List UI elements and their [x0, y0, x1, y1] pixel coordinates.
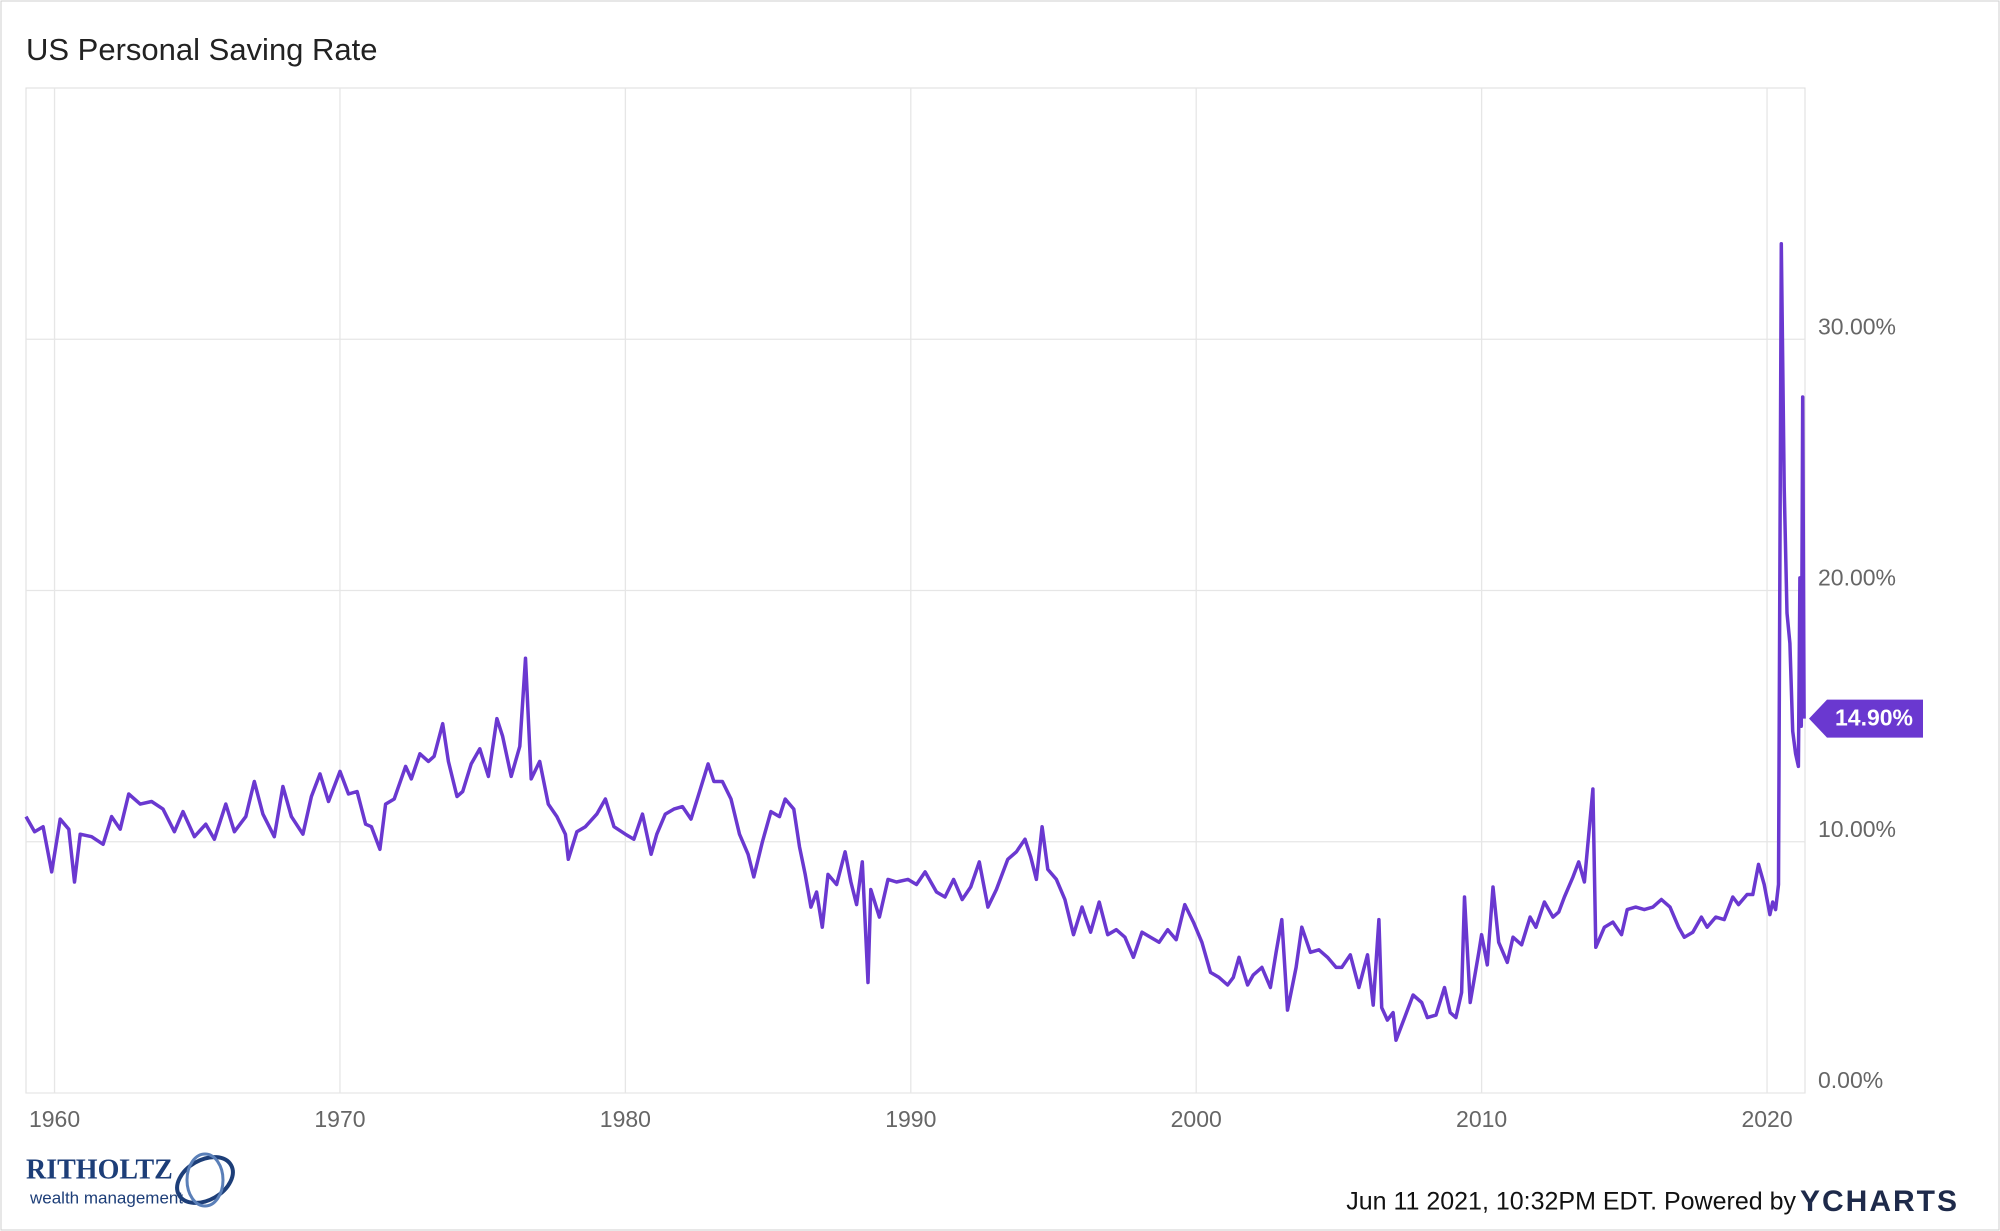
x-tick-label: 2000	[1171, 1106, 1222, 1132]
x-tick-label: 1990	[885, 1106, 936, 1132]
logo-icon	[185, 1152, 225, 1208]
x-tick-label: 1970	[314, 1106, 365, 1132]
logo-sub: wealth management	[29, 1188, 183, 1207]
logo	[175, 1152, 235, 1208]
x-tick-label: 2020	[1741, 1106, 1792, 1132]
last-value-label: 14.90%	[1835, 705, 1913, 731]
x-tick-label: 2010	[1456, 1106, 1507, 1132]
line	[24, 242, 1806, 1042]
y-tick-label: 0.00%	[1818, 1067, 1883, 1093]
timestamp: Jun 11 2021, 10:32PM EDT. Powered by	[1346, 1188, 1796, 1216]
chart-title: US Personal Saving Rate	[26, 32, 378, 67]
y-tick-label: 20.00%	[1818, 565, 1896, 591]
last-value-callout	[1809, 699, 1923, 738]
logo-name: RITHOLTZ	[26, 1154, 173, 1185]
y-tick-label: 10.00%	[1818, 816, 1896, 842]
x-tick-label: 1980	[600, 1106, 651, 1132]
y-tick-label: 30.00%	[1818, 313, 1896, 339]
x-tick-label: 1960	[29, 1106, 80, 1132]
brand: YCHARTS	[1800, 1185, 1959, 1218]
logo-icon	[175, 1155, 235, 1205]
